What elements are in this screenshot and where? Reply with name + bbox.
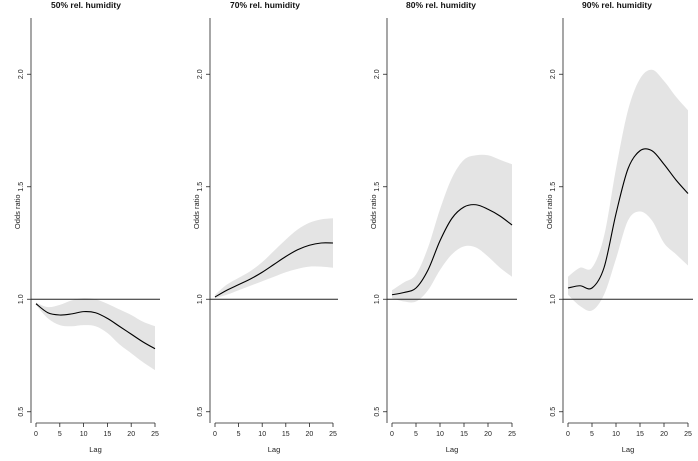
y-tick-label: 1.0 <box>18 294 25 304</box>
y-tick-label: 1.5 <box>18 182 25 192</box>
x-axis-title: Lag <box>622 445 635 454</box>
estimate-line <box>567 148 689 290</box>
x-tick-label: 10 <box>612 431 620 438</box>
x-tick-label: 5 <box>590 431 594 438</box>
y-tick-label: 0.5 <box>550 407 557 417</box>
panel-1: 50% rel. humidity 0.5 1.0 1.5 2.0 0 5 10 15 20 25… <box>13 0 160 454</box>
x-tick-label: 15 <box>460 431 468 438</box>
y-tick-label: 2.0 <box>18 69 25 79</box>
panel-2: 70% rel. humidity 0.5 1.0 1.5 2.0 0 5 10 15 20 25… <box>192 0 338 454</box>
panel-title: 50% rel. humidity <box>51 0 121 10</box>
panel-title: 90% rel. humidity <box>582 0 652 10</box>
x-tick-label: 10 <box>436 431 444 438</box>
estimate-line <box>35 303 156 350</box>
y-tick-label: 1.5 <box>374 182 381 192</box>
y-tick-label: 2.0 <box>550 69 557 79</box>
y-tick-label: 0.5 <box>374 407 381 417</box>
y-tick-label: 0.5 <box>18 407 25 417</box>
y-tick-label: 1.5 <box>550 182 557 192</box>
y-tick-label: 1.0 <box>374 294 381 304</box>
y-tick-label: 2.0 <box>197 69 204 79</box>
x-tick-label: 15 <box>104 431 112 438</box>
y-axis-title: Odds ratio <box>13 194 22 229</box>
y-tick-label: 0.5 <box>197 407 204 417</box>
x-tick-label: 5 <box>237 431 241 438</box>
x-tick-label: 0 <box>34 431 38 438</box>
x-tick-label: 20 <box>127 431 135 438</box>
x-tick-label: 0 <box>566 431 570 438</box>
y-tick-label: 1.5 <box>197 182 204 192</box>
x-axis-title: Lag <box>446 445 459 454</box>
estimate-line <box>214 242 334 298</box>
y-axis-title: Odds ratio <box>369 194 378 229</box>
x-tick-label: 0 <box>213 431 217 438</box>
estimate-line <box>391 204 513 296</box>
x-axis-title: Lag <box>89 445 102 454</box>
x-tick-label: 25 <box>329 431 337 438</box>
confidence-band <box>215 218 333 299</box>
y-axis-title: Odds ratio <box>192 194 201 229</box>
x-tick-label: 15 <box>282 431 290 438</box>
x-tick-label: 25 <box>684 431 692 438</box>
y-tick-label: 1.0 <box>550 294 557 304</box>
x-tick-label: 5 <box>414 431 418 438</box>
x-tick-label: 5 <box>58 431 62 438</box>
x-tick-label: 20 <box>484 431 492 438</box>
panel-title: 80% rel. humidity <box>406 0 476 10</box>
y-tick-label: 2.0 <box>374 69 381 79</box>
x-tick-label: 20 <box>306 431 314 438</box>
panel-3: 80% rel. humidity 0.5 1.0 1.5 2.0 0 5 10 15 20 25… <box>369 0 517 454</box>
y-axis-title: Odds ratio <box>545 194 554 229</box>
x-tick-label: 10 <box>258 431 266 438</box>
x-tick-label: 15 <box>636 431 644 438</box>
x-tick-label: 25 <box>151 431 159 438</box>
x-tick-label: 25 <box>508 431 516 438</box>
y-tick-label: 1.0 <box>197 294 204 304</box>
x-tick-label: 0 <box>390 431 394 438</box>
confidence-band <box>568 69 688 312</box>
panel-4: 90% rel. humidity 0.5 1.0 1.5 2.0 0 5 10 15 20 25… <box>545 0 693 454</box>
panel-title: 70% rel. humidity <box>230 0 300 10</box>
x-tick-label: 10 <box>80 431 88 438</box>
confidence-band <box>36 298 155 371</box>
x-tick-label: 20 <box>660 431 668 438</box>
confidence-band <box>392 154 512 303</box>
x-axis-title: Lag <box>268 445 281 454</box>
